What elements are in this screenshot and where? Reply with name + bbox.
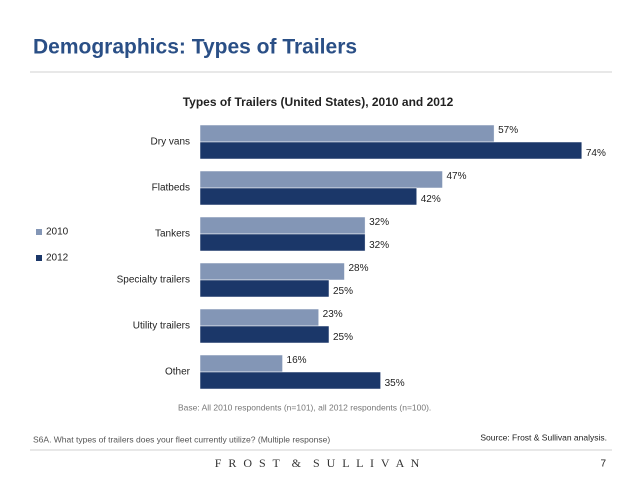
bar [199, 141, 583, 160]
question-note: S6A. What types of trailers does your fl… [33, 434, 330, 444]
value-label: 35% [385, 378, 405, 389]
value-label: 57% [498, 125, 518, 136]
value-label: 25% [333, 286, 353, 297]
bar [199, 354, 283, 373]
bar [199, 279, 330, 298]
bar [199, 371, 381, 390]
bar [199, 216, 366, 235]
bar [199, 233, 366, 252]
page-number: 7 [600, 459, 606, 470]
value-label: 42% [421, 194, 441, 205]
bar [199, 187, 417, 206]
legend-label: 2010 [46, 227, 69, 238]
source-note: Source: Frost & Sullivan analysis. [480, 432, 607, 442]
bar [199, 262, 345, 281]
bar [199, 124, 495, 143]
base-note: Base: All 2010 respondents (n=101), all … [178, 402, 431, 412]
legend-label: 2012 [46, 253, 69, 264]
bar [199, 170, 443, 189]
value-label: 25% [333, 332, 353, 343]
value-label: 28% [348, 263, 368, 274]
bar [199, 325, 330, 344]
legend-swatch [36, 229, 42, 235]
value-label: 47% [447, 171, 467, 182]
value-label: 16% [287, 355, 307, 366]
value-label: 32% [369, 240, 389, 251]
category-label: Dry vans [151, 137, 190, 148]
value-label: 23% [323, 309, 343, 320]
category-label: Other [165, 367, 191, 378]
logo: F R O S T & S U L L I V A N [215, 456, 422, 470]
slide-title: Demographics: Types of Trailers [33, 36, 357, 59]
value-label: 74% [586, 148, 606, 159]
category-label: Utility trailers [133, 321, 190, 332]
category-label: Flatbeds [152, 183, 190, 194]
legend-swatch [36, 255, 42, 261]
value-label: 32% [369, 217, 389, 228]
bar [199, 308, 319, 327]
category-label: Tankers [155, 229, 190, 240]
category-label: Specialty trailers [117, 275, 190, 286]
chart-title: Types of Trailers (United States), 2010 … [183, 95, 454, 109]
